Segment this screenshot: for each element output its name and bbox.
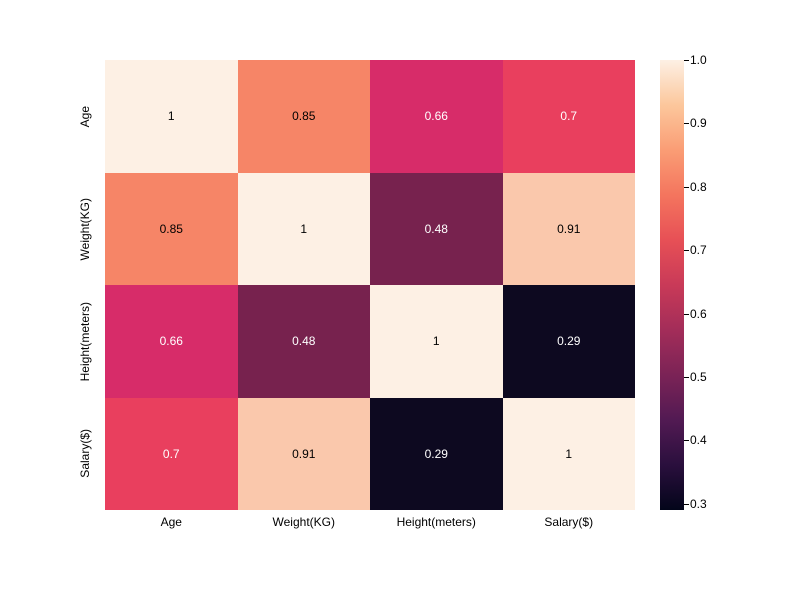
heatmap-cell: 0.7 <box>503 60 636 173</box>
colorbar-tick-label: 0.5 <box>690 370 707 384</box>
colorbar-tick-label: 0.3 <box>690 497 707 511</box>
heatmap-cell: 0.48 <box>370 173 503 286</box>
colorbar-tick-mark <box>684 187 689 188</box>
colorbar-tick-label: 0.9 <box>690 116 707 130</box>
heatmap-cell: 0.7 <box>105 398 238 511</box>
y-tick-label: Salary($) <box>0 398 100 511</box>
y-tick-label: Weight(KG) <box>0 173 100 286</box>
colorbar-tick-label: 0.6 <box>690 307 707 321</box>
heatmap-cell: 0.85 <box>105 173 238 286</box>
x-axis-ticks: AgeWeight(KG)Height(meters)Salary($) <box>105 515 635 529</box>
x-tick-label: Weight(KG) <box>238 515 371 529</box>
heatmap-cell: 0.29 <box>503 285 636 398</box>
colorbar-tick-mark <box>684 314 689 315</box>
x-tick-label: Age <box>105 515 238 529</box>
heatmap-grid: 10.850.660.70.8510.480.910.660.4810.290.… <box>105 60 635 510</box>
y-tick-label: Height(meters) <box>0 285 100 398</box>
heatmap-cell: 0.91 <box>238 398 371 511</box>
colorbar-tick-label: 1.0 <box>690 53 707 67</box>
y-axis-ticks: AgeWeight(KG)Height(meters)Salary($) <box>0 60 100 510</box>
colorbar-tick-mark <box>684 377 689 378</box>
colorbar-ticks: 0.30.40.50.60.70.80.91.0 <box>690 60 740 510</box>
heatmap-cell: 1 <box>370 285 503 398</box>
colorbar-tick-mark <box>684 440 689 441</box>
heatmap-cell: 1 <box>105 60 238 173</box>
colorbar-tick-label: 0.7 <box>690 243 707 257</box>
heatmap-cell: 1 <box>238 173 371 286</box>
colorbar-tick-mark <box>684 504 689 505</box>
x-tick-label: Salary($) <box>503 515 636 529</box>
x-tick-label: Height(meters) <box>370 515 503 529</box>
y-tick-label: Age <box>0 60 100 173</box>
heatmap-chart: 10.850.660.70.8510.480.910.660.4810.290.… <box>105 60 635 510</box>
colorbar-tick-mark <box>684 250 689 251</box>
colorbar-tick-mark <box>684 60 689 61</box>
colorbar-tick-label: 0.8 <box>690 180 707 194</box>
heatmap-cell: 1 <box>503 398 636 511</box>
colorbar-tick-mark <box>684 123 689 124</box>
colorbar-tick-label: 0.4 <box>690 433 707 447</box>
heatmap-cell: 0.66 <box>105 285 238 398</box>
heatmap-cell: 0.85 <box>238 60 371 173</box>
heatmap-cell: 0.48 <box>238 285 371 398</box>
heatmap-cell: 0.91 <box>503 173 636 286</box>
heatmap-cell: 0.66 <box>370 60 503 173</box>
colorbar-gradient <box>660 60 684 510</box>
colorbar <box>660 60 684 510</box>
heatmap-cell: 0.29 <box>370 398 503 511</box>
